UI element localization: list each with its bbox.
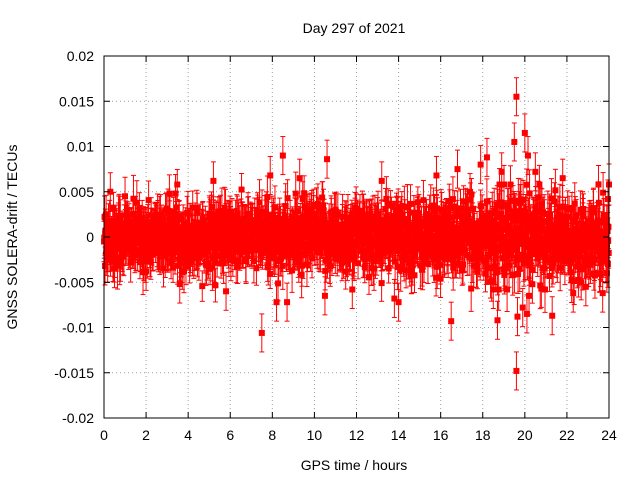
y-tick-label: -0.01 [62, 320, 94, 336]
y-tick-label: 0 [86, 229, 94, 245]
y-tick-label: 0.02 [67, 48, 94, 64]
data-point-outlier [521, 113, 528, 153]
data-point-outlier [549, 296, 556, 336]
x-tick-label: 4 [184, 427, 192, 443]
data-point-outlier [514, 297, 521, 337]
y-axis-label: GNSS SOLERA-drift / TECUs [4, 145, 20, 330]
data-layer [101, 77, 612, 391]
data-point [238, 172, 245, 207]
y-tick-label: 0.005 [59, 184, 94, 200]
data-point-outlier [258, 313, 265, 353]
x-tick-label: 0 [100, 427, 108, 443]
data-point-outlier [582, 267, 589, 307]
data-point-outlier [378, 161, 385, 201]
x-tick-label: 18 [475, 427, 491, 443]
x-tick-label: 24 [601, 427, 617, 443]
data-point-outlier [513, 77, 520, 117]
x-tick-label: 12 [349, 427, 365, 443]
data-point-outlier [511, 122, 518, 162]
data-point-outlier [284, 282, 291, 322]
data-point-outlier [454, 149, 461, 189]
chart-title: Day 297 of 2021 [303, 20, 406, 36]
data-point-outlier [494, 300, 501, 340]
data-point-outlier [483, 137, 490, 177]
y-tick-label: -0.02 [62, 410, 94, 426]
data-point [600, 172, 607, 214]
x-tick-label: 16 [433, 427, 449, 443]
x-axis-label: GPS time / hours [301, 457, 408, 473]
data-point-outlier [595, 165, 602, 205]
data-point-outlier [273, 282, 280, 322]
x-tick-label: 8 [268, 427, 276, 443]
data-point-outlier [391, 279, 398, 319]
x-tick-label: 14 [391, 427, 407, 443]
x-tick-label: 10 [307, 427, 323, 443]
data-point-outlier [279, 136, 286, 176]
y-tick-label: -0.015 [54, 365, 94, 381]
x-tick-label: 20 [517, 427, 533, 443]
x-tick-label: 22 [559, 427, 575, 443]
data-point-outlier [448, 301, 455, 341]
data-point [212, 268, 219, 303]
x-tick-label: 6 [226, 427, 234, 443]
y-tick-label: 0.01 [67, 139, 94, 155]
x-tick-label: 2 [142, 427, 150, 443]
y-tick-label: -0.005 [54, 274, 94, 290]
data-point [199, 270, 206, 302]
data-point-outlier [477, 145, 484, 185]
data-point-outlier [433, 155, 440, 195]
data-point-outlier [324, 139, 331, 179]
y-tick-label: 0.015 [59, 93, 94, 109]
data-point-outlier [513, 351, 520, 391]
